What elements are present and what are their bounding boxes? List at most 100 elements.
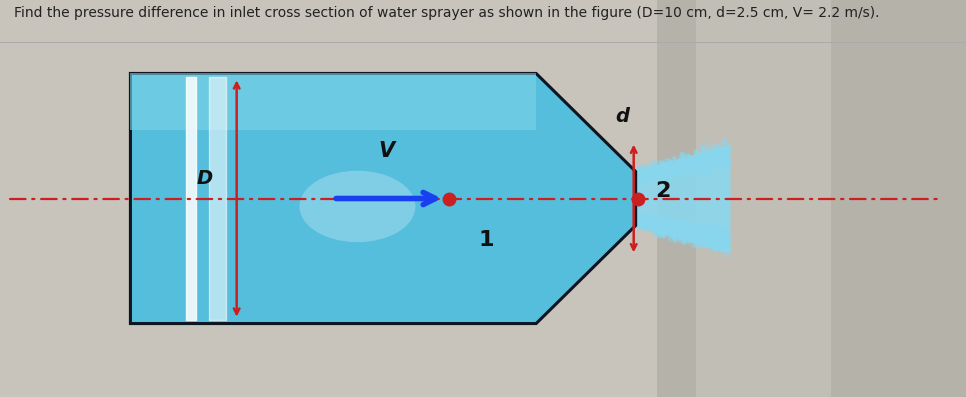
- Point: [683, 156, 698, 162]
- Point: [646, 173, 662, 179]
- Point: [712, 239, 727, 245]
- Point: [720, 164, 735, 171]
- Point: [714, 148, 729, 154]
- Point: [668, 229, 683, 235]
- Point: [696, 222, 711, 229]
- Point: [668, 227, 683, 233]
- Point: [648, 220, 664, 226]
- Point: [714, 243, 729, 249]
- Point: [712, 158, 727, 165]
- Point: [698, 156, 714, 162]
- Point: [651, 170, 667, 176]
- Point: [654, 172, 669, 178]
- Point: [682, 169, 697, 175]
- Point: [697, 225, 713, 232]
- Point: [643, 166, 659, 173]
- Point: [636, 217, 651, 223]
- Point: [629, 178, 644, 184]
- Point: [661, 164, 676, 171]
- Point: [639, 217, 654, 224]
- Point: [658, 222, 673, 228]
- Point: [642, 218, 658, 224]
- Point: [707, 162, 723, 169]
- Point: [717, 137, 732, 143]
- Point: [679, 158, 695, 165]
- Point: [640, 174, 656, 181]
- Point: [701, 234, 717, 240]
- Point: [702, 238, 718, 245]
- Point: [635, 173, 650, 179]
- Point: [633, 222, 648, 229]
- Point: [696, 166, 711, 172]
- Point: [650, 222, 666, 228]
- Point: [663, 170, 678, 177]
- Point: [714, 158, 729, 164]
- Point: [654, 171, 669, 177]
- Point: [667, 227, 682, 234]
- Point: [660, 170, 675, 177]
- Point: [679, 167, 695, 173]
- Polygon shape: [130, 73, 536, 130]
- Point: [643, 222, 659, 228]
- Point: [632, 177, 647, 183]
- Point: [700, 164, 716, 171]
- Point: [646, 160, 662, 167]
- Point: [688, 160, 703, 167]
- Point: [663, 217, 678, 224]
- Point: [632, 220, 647, 227]
- Point: [680, 239, 696, 245]
- Point: [717, 230, 732, 236]
- Point: [687, 232, 702, 239]
- Point: [713, 150, 728, 157]
- Point: [707, 222, 723, 228]
- Point: [713, 241, 728, 247]
- Point: [706, 237, 722, 243]
- Point: [696, 228, 711, 234]
- Point: [698, 156, 714, 163]
- Point: [637, 179, 652, 185]
- Point: [718, 227, 733, 233]
- Point: [666, 164, 681, 171]
- Point: [721, 239, 736, 246]
- Text: d: d: [615, 107, 629, 126]
- Point: [679, 171, 695, 177]
- Point: [656, 160, 671, 167]
- Point: [695, 233, 710, 239]
- Point: [676, 227, 692, 233]
- Point: [668, 163, 684, 170]
- Point: [676, 231, 692, 237]
- Point: [714, 228, 729, 234]
- Point: [706, 166, 722, 173]
- Point: [628, 223, 643, 229]
- Point: [674, 217, 690, 224]
- Point: [645, 216, 661, 223]
- Point: [690, 233, 705, 240]
- Point: [682, 236, 697, 242]
- Point: [657, 173, 672, 179]
- Point: [707, 244, 723, 251]
- Point: [648, 169, 664, 175]
- Point: [634, 175, 649, 181]
- Point: [641, 216, 657, 223]
- Point: [651, 218, 667, 225]
- Point: [699, 161, 715, 167]
- Point: [703, 225, 719, 232]
- Point: [665, 162, 680, 168]
- Point: [639, 170, 655, 176]
- Point: [654, 227, 669, 233]
- Point: [715, 156, 730, 162]
- Point: [687, 160, 702, 167]
- Point: [705, 229, 721, 236]
- Point: [659, 156, 674, 162]
- Point: [640, 222, 656, 228]
- Point: [658, 223, 673, 229]
- Point: [631, 168, 646, 175]
- Point: [645, 168, 661, 175]
- Point: [704, 231, 720, 237]
- Point: [672, 165, 688, 172]
- Point: [661, 228, 676, 234]
- Point: [653, 221, 668, 227]
- Point: [657, 166, 672, 172]
- Point: [658, 231, 673, 237]
- Point: [720, 233, 735, 240]
